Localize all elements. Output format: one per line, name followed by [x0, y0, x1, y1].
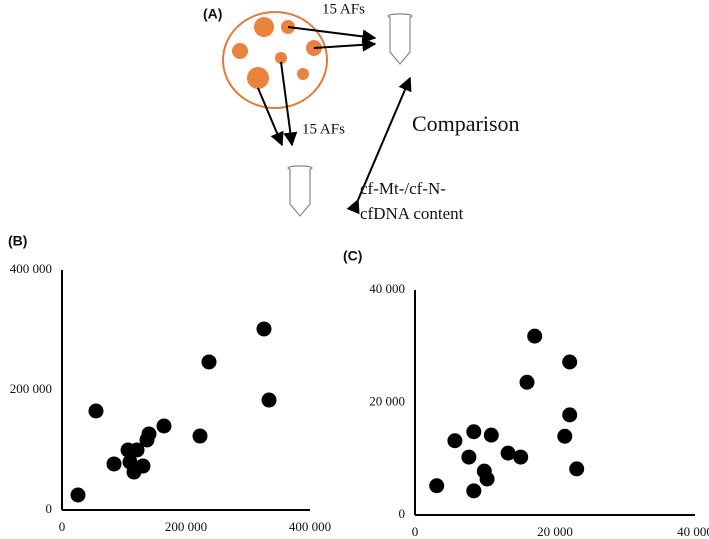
point — [569, 461, 585, 477]
point — [513, 449, 529, 465]
y-tick-label: 200 000 — [10, 381, 52, 396]
point — [261, 392, 277, 408]
point — [141, 426, 157, 442]
comparison-label: Comparison — [412, 111, 520, 136]
point — [562, 354, 578, 370]
content-label: cfDNA content — [360, 204, 464, 223]
x-tick-label: 40 000 — [677, 524, 709, 539]
panel-label: (C) — [343, 248, 362, 264]
point — [461, 449, 477, 465]
x-tick-label: 400 000 — [289, 519, 331, 534]
arrow-label: 15 AFs — [302, 121, 345, 137]
point — [135, 458, 151, 474]
point — [562, 407, 578, 423]
point — [527, 328, 543, 344]
point — [519, 374, 535, 390]
x-tick-label: 0 — [59, 519, 66, 534]
cells — [232, 17, 322, 89]
point — [70, 487, 86, 503]
point — [129, 442, 145, 458]
point — [256, 321, 272, 337]
y-tick-label: 20 000 — [369, 393, 405, 408]
point — [106, 456, 122, 472]
point — [557, 428, 573, 444]
point — [88, 403, 104, 419]
point — [429, 478, 445, 494]
arrows — [257, 26, 412, 215]
point — [500, 445, 516, 461]
x-tick-label: 0 — [412, 524, 419, 539]
y-tick-label: 0 — [46, 501, 53, 516]
y-tick-label: 0 — [399, 506, 406, 521]
point — [192, 428, 208, 444]
point — [447, 433, 463, 449]
point — [466, 483, 482, 499]
y-tick-label: 400 000 — [10, 261, 52, 276]
arrow-label: 15 AFs — [322, 1, 365, 17]
sample-ellipse — [222, 11, 328, 109]
point — [466, 424, 482, 440]
content-label: cf-Mt-/cf-N- — [360, 179, 446, 198]
point — [156, 418, 172, 434]
panel-label: (B) — [8, 233, 27, 249]
x-tick-label: 20 000 — [537, 524, 573, 539]
point — [483, 427, 499, 443]
x-tick-label: 200 000 — [165, 519, 207, 534]
point — [201, 354, 217, 370]
point — [479, 471, 495, 487]
tubes — [287, 13, 413, 217]
y-tick-label: 40 000 — [369, 281, 405, 296]
diagram: (A) 15 AFs 15 AFs Comparison cf-Mt-/cf-N… — [203, 1, 520, 222]
panel-label: (A) — [203, 6, 222, 22]
